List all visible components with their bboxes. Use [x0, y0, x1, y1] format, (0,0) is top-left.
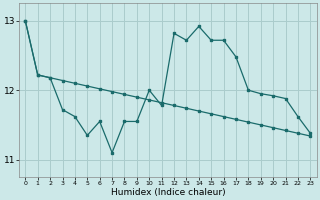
X-axis label: Humidex (Indice chaleur): Humidex (Indice chaleur) [110, 188, 225, 197]
